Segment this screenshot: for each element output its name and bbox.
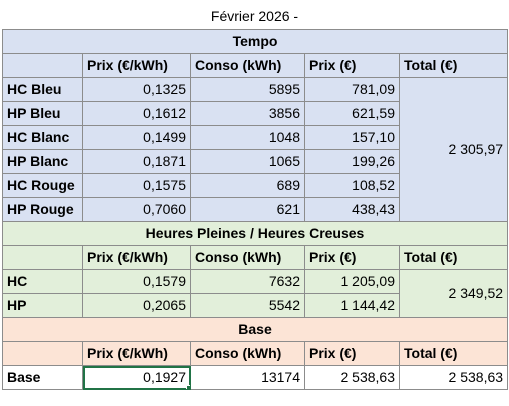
conso-cell[interactable]: 1048: [190, 125, 305, 150]
conso-cell[interactable]: 1065: [190, 149, 305, 174]
hphc-total-cell[interactable]: 2 349,52: [398, 269, 509, 318]
conso-cell[interactable]: 5895: [190, 77, 305, 102]
row-label[interactable]: HC Bleu: [2, 77, 83, 102]
cout-cell[interactable]: 157,10: [304, 125, 400, 150]
cout-cell[interactable]: 1 144,42: [304, 293, 400, 318]
hphc-section-title[interactable]: Heures Pleines / Heures Creuses: [1, 221, 509, 246]
hphc-section-row: Heures Pleines / Heures Creuses: [1, 221, 509, 246]
table-row: HP Rouge 0,7060 621 438,43: [2, 197, 508, 222]
conso-cell[interactable]: 3856: [190, 101, 305, 126]
header-prix[interactable]: Prix (€/kWh): [82, 341, 191, 366]
prix-cell[interactable]: 0,2065: [82, 293, 191, 318]
base-total-cell[interactable]: 2 538,63: [398, 365, 509, 390]
prix-cell[interactable]: 0,1325: [82, 77, 191, 102]
prix-cell[interactable]: 0,1575: [82, 173, 191, 198]
prix-cell[interactable]: 0,1612: [82, 101, 191, 126]
header-total[interactable]: Total (€): [398, 53, 509, 78]
cout-cell[interactable]: 621,59: [304, 101, 400, 126]
row-label[interactable]: HP Blanc: [2, 149, 83, 174]
table-row: HP 0,2065 5542 1 144,42: [2, 293, 508, 318]
cout-cell[interactable]: 199,26: [304, 149, 400, 174]
prix-cell[interactable]: 0,7060: [82, 197, 191, 222]
conso-cell[interactable]: 5542: [190, 293, 305, 318]
base-section-row: Base: [1, 317, 509, 342]
table-row: HP Bleu 0,1612 3856 621,59: [2, 101, 508, 126]
conso-cell[interactable]: 13174: [190, 365, 305, 390]
empty-cell[interactable]: [2, 53, 83, 78]
header-cout[interactable]: Prix (€): [304, 53, 400, 78]
header-total[interactable]: Total (€): [398, 341, 509, 366]
row-label[interactable]: HP: [2, 293, 83, 318]
cout-cell[interactable]: 2 538,63: [304, 365, 400, 390]
header-total[interactable]: Total (€): [398, 245, 509, 270]
header-cout[interactable]: Prix (€): [304, 245, 400, 270]
prix-cell[interactable]: 0,1499: [82, 125, 191, 150]
row-label[interactable]: HP Bleu: [2, 101, 83, 126]
pricing-table: Tempo Prix (€/kWh) Conso (kWh) Prix (€) …: [1, 29, 509, 390]
empty-cell[interactable]: [2, 341, 83, 366]
prix-cell[interactable]: 0,1871: [82, 149, 191, 174]
row-label[interactable]: HC Rouge: [2, 173, 83, 198]
table-row: Base 0,1927 13174 2 538,63 2 538,63: [2, 365, 509, 390]
empty-cell[interactable]: [2, 245, 83, 270]
header-prix[interactable]: Prix (€/kWh): [82, 53, 191, 78]
table-row: HP Blanc 0,1871 1065 199,26: [2, 149, 508, 174]
table-row: HC 0,1579 7632 1 205,09 2 349,52: [2, 269, 509, 318]
row-label[interactable]: HC: [2, 269, 83, 294]
base-section-title[interactable]: Base: [1, 317, 509, 342]
header-prix[interactable]: Prix (€/kWh): [82, 245, 191, 270]
header-cout[interactable]: Prix (€): [304, 341, 400, 366]
row-label[interactable]: HP Rouge: [2, 197, 83, 222]
hphc-header-row: Prix (€/kWh) Conso (kWh) Prix (€) Total …: [2, 245, 509, 270]
tempo-header-row: Prix (€/kWh) Conso (kWh) Prix (€) Total …: [2, 53, 509, 78]
tempo-total-cell[interactable]: 2 305,97: [398, 77, 509, 222]
cout-cell[interactable]: 781,09: [304, 77, 400, 102]
row-label[interactable]: Base: [2, 365, 83, 390]
table-row: HC Rouge 0,1575 689 108,52: [2, 173, 508, 198]
cout-cell[interactable]: 108,52: [304, 173, 400, 198]
header-conso[interactable]: Conso (kWh): [190, 53, 305, 78]
table-row: HC Bleu 0,1325 5895 781,09 2 305,97: [2, 77, 509, 222]
prix-cell-selected[interactable]: 0,1927: [82, 365, 191, 390]
table-row: HC Blanc 0,1499 1048 157,10: [2, 125, 508, 150]
tempo-section-row: Tempo: [1, 29, 509, 54]
conso-cell[interactable]: 7632: [190, 269, 305, 294]
cout-cell[interactable]: 438,43: [304, 197, 400, 222]
prix-cell[interactable]: 0,1579: [82, 269, 191, 294]
base-header-row: Prix (€/kWh) Conso (kWh) Prix (€) Total …: [2, 341, 509, 366]
conso-cell[interactable]: 621: [190, 197, 305, 222]
conso-cell[interactable]: 689: [190, 173, 305, 198]
header-conso[interactable]: Conso (kWh): [190, 245, 305, 270]
header-conso[interactable]: Conso (kWh): [190, 341, 305, 366]
tempo-section-title[interactable]: Tempo: [1, 29, 509, 54]
cout-cell[interactable]: 1 205,09: [304, 269, 400, 294]
sheet-title[interactable]: Février 2026 -: [210, 8, 299, 24]
row-label[interactable]: HC Blanc: [2, 125, 83, 150]
